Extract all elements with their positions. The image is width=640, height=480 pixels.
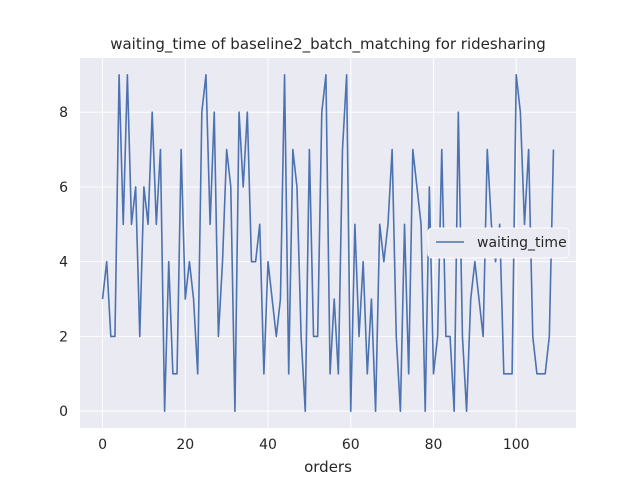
legend-label: waiting_time <box>477 235 567 251</box>
y-tick-label: 4 <box>59 255 68 271</box>
x-tick-label: 80 <box>425 437 443 453</box>
legend-box <box>427 227 570 259</box>
legend: waiting_time <box>427 227 570 259</box>
x-tick-label: 60 <box>342 437 360 453</box>
x-tick-label: 40 <box>259 437 277 453</box>
x-axis-label: orders <box>304 458 352 476</box>
chart-title: waiting_time of baseline2_batch_matching… <box>110 35 546 54</box>
y-tick-labels: 0 2 4 6 8 <box>59 105 68 420</box>
x-tick-label: 0 <box>98 437 107 453</box>
y-tick-label: 0 <box>59 404 68 420</box>
y-tick-label: 2 <box>59 329 68 345</box>
y-tick-label: 8 <box>59 105 68 121</box>
series-line-waiting-time <box>101 74 555 412</box>
y-tick-label: 6 <box>59 180 68 196</box>
x-tick-label: 100 <box>503 437 530 453</box>
x-tick-label: 20 <box>176 437 194 453</box>
x-tick-labels: 0 20 40 60 80 100 <box>98 437 530 453</box>
series-layer <box>101 74 555 412</box>
